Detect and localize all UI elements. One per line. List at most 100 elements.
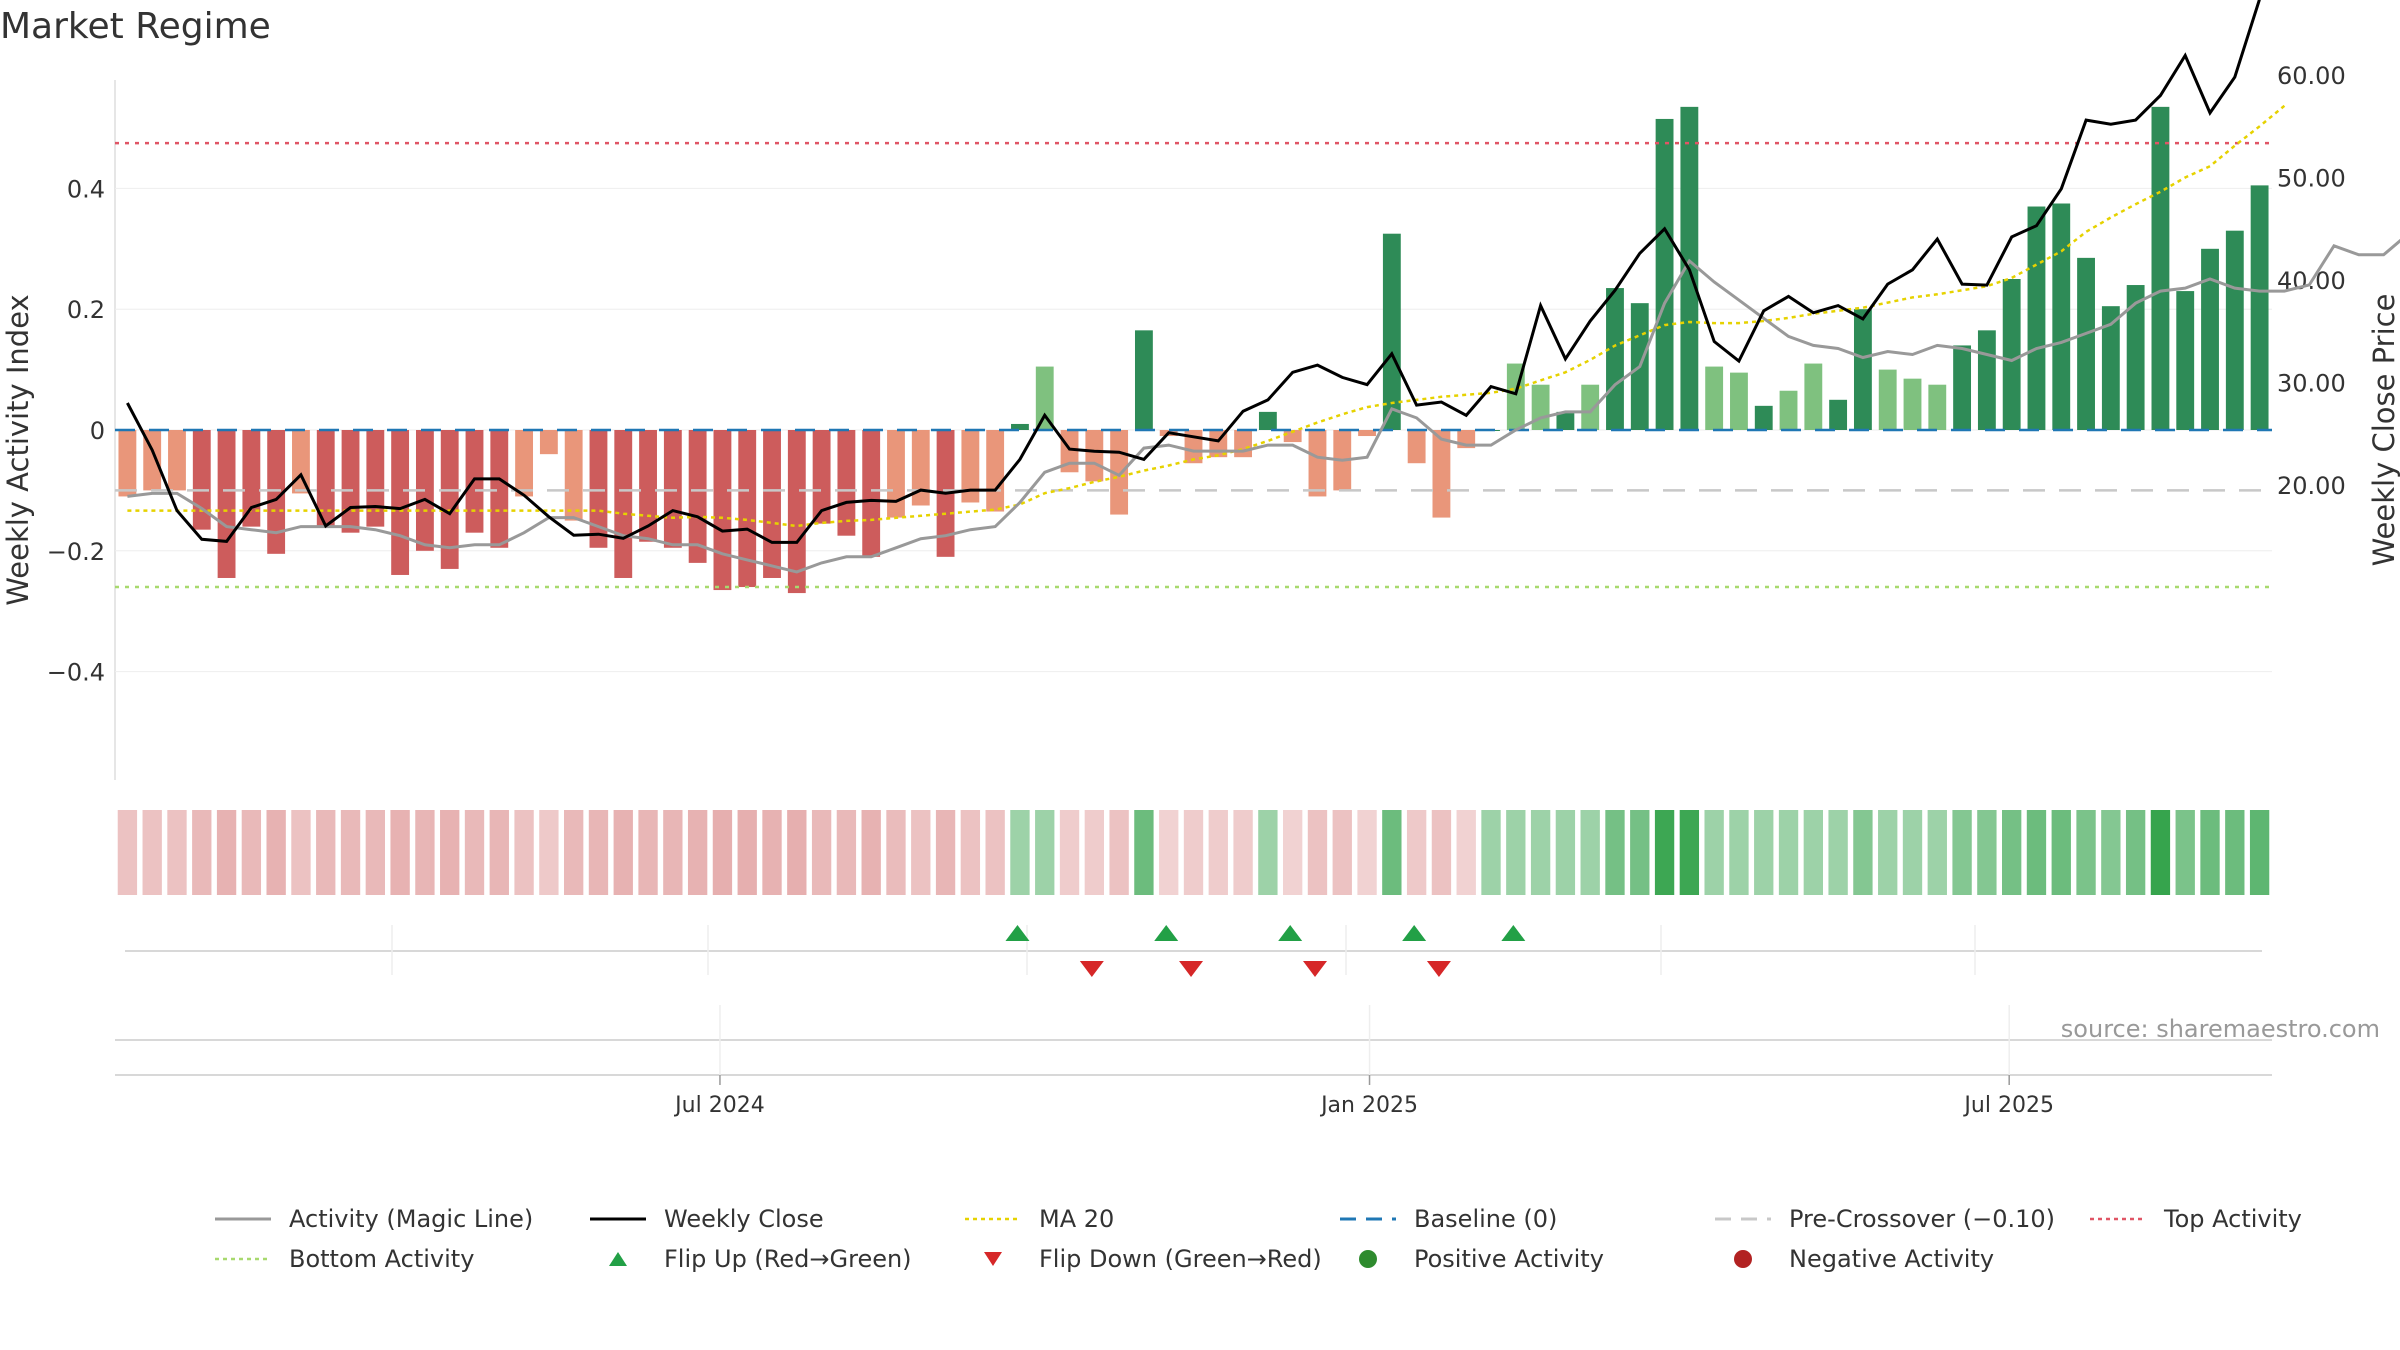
regime-strip-cell [960, 810, 981, 895]
legend-item: MA 20 [965, 1204, 1340, 1234]
flip-up-marker [1154, 925, 1179, 941]
activity-bar [2077, 257, 2095, 430]
regime-strip-cell [539, 810, 559, 895]
line-dotted-icon [215, 1249, 271, 1269]
activity-bar [589, 430, 608, 548]
activity-bar [1258, 411, 1277, 430]
regime-strip-cell [1134, 810, 1154, 895]
regime-strip-cell [1109, 810, 1129, 895]
legend-label: MA 20 [1039, 1205, 1115, 1233]
regime-strip-cell [390, 810, 410, 895]
activity-bar [1928, 384, 1947, 430]
regime-strip-cell [1035, 810, 1055, 895]
activity-bar [713, 430, 732, 591]
regime-strip-cell [737, 810, 757, 895]
activity-bar [2052, 203, 2071, 430]
regime-strip-cell [811, 810, 832, 895]
activity-bar [1655, 118, 1674, 430]
regime-strip-cell [886, 810, 906, 895]
legend-label: Positive Activity [1414, 1245, 1604, 1273]
legend-item: Baseline (0) [1340, 1204, 1715, 1234]
regime-strip-cell [117, 810, 138, 895]
regime-strip-cell [1977, 810, 1997, 895]
activity-bar [2201, 248, 2219, 430]
regime-strip-cell [415, 810, 435, 895]
regime-strip-cell [1506, 810, 1526, 895]
activity-bar [1407, 430, 1426, 464]
regime-strip-cell [588, 810, 609, 895]
regime-strip-cell [1481, 810, 1501, 895]
activity-bar [316, 430, 335, 527]
legend-label: Top Activity [2164, 1205, 2302, 1233]
activity-bar [2250, 185, 2269, 430]
activity-bar [242, 430, 261, 527]
dot-icon [1340, 1249, 1396, 1269]
regime-strip-cell [291, 810, 311, 895]
regime-strip-cell [316, 810, 336, 895]
regime-strip-cell [2125, 810, 2146, 895]
y2-tick-label: 50.00 [2277, 165, 2346, 193]
regime-strip-cell [2175, 810, 2195, 895]
legend-label: Negative Activity [1789, 1245, 1995, 1273]
activity-bar [168, 430, 186, 491]
legend-item: Pre-Crossover (−0.10) [1715, 1204, 2090, 1234]
regime-strip-cell [1878, 810, 1898, 895]
source-text: source: sharemaestro.com [2060, 1015, 2380, 1043]
y-tick-label: 0.4 [67, 175, 105, 203]
activity-bar [1035, 366, 1054, 430]
regime-strip-cell [787, 810, 807, 895]
line-dashed-icon [1715, 1209, 1771, 1229]
regime-strip-cell [1952, 810, 1972, 895]
activity-bar [490, 430, 509, 548]
triangle-up-icon [590, 1249, 646, 1269]
regime-strip-cell [241, 810, 262, 895]
activity-bar [1581, 384, 1600, 430]
regime-strip-cell [1580, 810, 1600, 895]
regime-strip-cell [2249, 810, 2270, 895]
y-tick-label: −0.4 [47, 659, 105, 687]
activity-bar [515, 430, 534, 497]
regime-strip-cell [1654, 810, 1675, 895]
flip-markers-panel [125, 925, 2262, 977]
x-axis-panel: Jul 2024 Jan 2025 Jul 2025 [115, 1005, 2272, 1118]
activity-bar [837, 430, 856, 536]
activity-bar [440, 430, 459, 569]
activity-bar [118, 430, 137, 497]
chart-title: Market Regime [0, 6, 271, 47]
line-solid-icon [590, 1209, 646, 1229]
activity-bar [2002, 279, 2021, 430]
y-tick-label: −0.2 [47, 538, 105, 566]
flip-down-marker [1079, 961, 1104, 977]
activity-bar [1829, 399, 1848, 430]
activity-bar [1804, 363, 1823, 430]
regime-strip-panel [117, 810, 2270, 895]
regime-strip-cell [985, 810, 1005, 895]
activity-bar [688, 430, 707, 563]
legend-label: Activity (Magic Line) [289, 1205, 534, 1233]
regime-strip-cell [663, 810, 683, 895]
weekly-close-line [126, 0, 2261, 544]
legend-label: Flip Down (Green→Red) [1039, 1245, 1322, 1273]
regime-strip-cell [167, 810, 187, 895]
legend-item: Activity (Magic Line) [215, 1204, 590, 1234]
regime-strip-cell [1704, 810, 1724, 895]
regime-strip-cell [1357, 810, 1377, 895]
activity-bar [2225, 230, 2244, 430]
activity-bar [1011, 423, 1029, 430]
legend-label: Flip Up (Red→Green) [664, 1245, 912, 1273]
regime-strip-cell [861, 810, 881, 895]
activity-bar [2176, 291, 2195, 430]
regime-strip-cell [2002, 810, 2022, 895]
activity-bar [738, 430, 757, 588]
regime-strip-cell [1010, 810, 1030, 895]
activity-bar [787, 430, 806, 594]
legend-item: Positive Activity [1340, 1244, 1715, 1274]
regime-strip-cell [1828, 810, 1848, 895]
regime-strip-cell [712, 810, 733, 895]
x-tick-label: Jul 2025 [1962, 1093, 2054, 1118]
y2-axis-label: Weekly Close Price [2367, 294, 2400, 567]
regime-strip-cell [2200, 810, 2220, 895]
legend-label: Baseline (0) [1414, 1205, 1558, 1233]
activity-bar [1134, 330, 1153, 430]
y-axis-label: Weekly Activity Index [1, 294, 35, 605]
